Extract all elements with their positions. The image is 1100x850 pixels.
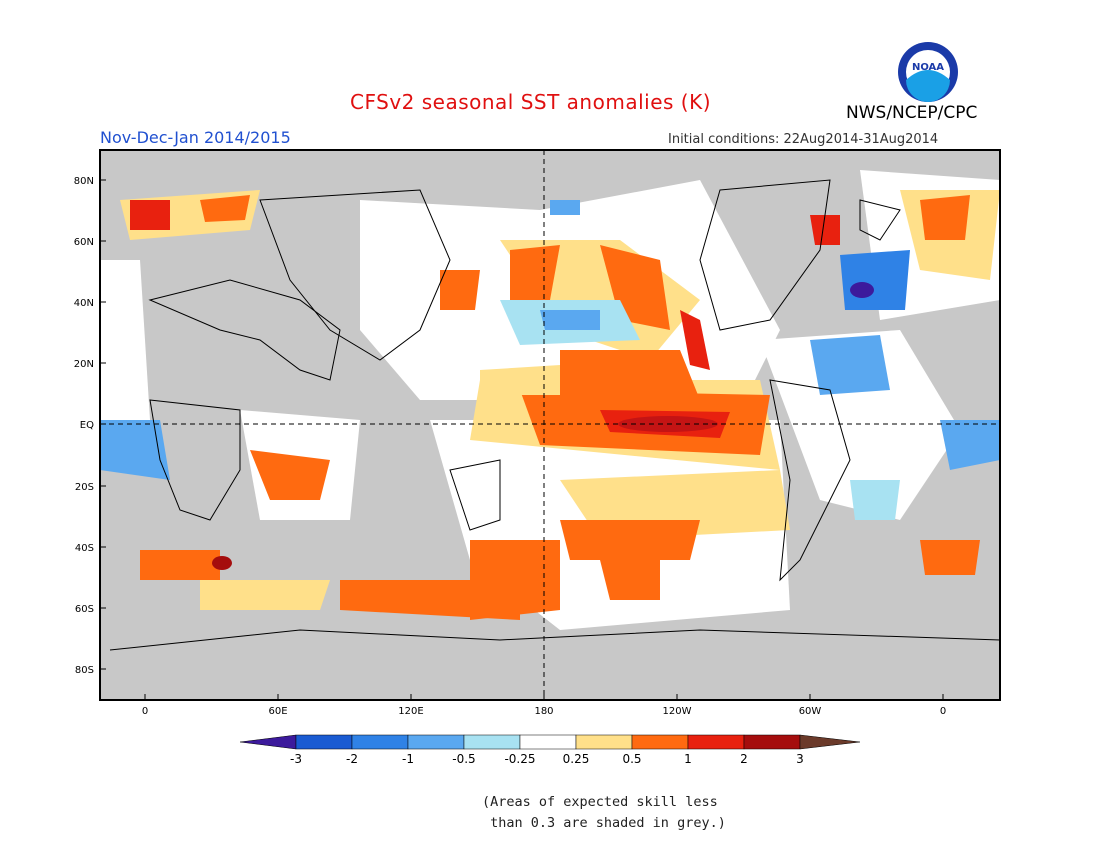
chart-title: CFSv2 seasonal SST anomalies (K) [350, 90, 711, 114]
lat-label: 40N [74, 298, 94, 309]
legend-swatch [687, 734, 745, 750]
legend-tick-label: -2 [346, 752, 358, 766]
lon-label: 120W [663, 706, 692, 717]
legend-swatch [463, 734, 521, 750]
lat-label: EQ [80, 420, 94, 431]
legend-swatch [575, 734, 633, 750]
legend-swatch [743, 734, 801, 750]
legend-swatch [407, 734, 465, 750]
lon-label: 0 [142, 706, 148, 717]
lon-label: 60E [268, 706, 287, 717]
legend-swatch [295, 734, 353, 750]
legend-tick-label: -0.25 [504, 752, 535, 766]
lat-label: 80N [74, 176, 94, 187]
legend-tick-label: 2 [740, 752, 748, 766]
lon-label: 0 [940, 706, 946, 717]
legend-tick-label: 3 [796, 752, 804, 766]
legend-swatch [519, 734, 577, 750]
lat-label: 20S [75, 482, 94, 493]
season-label: Nov-Dec-Jan 2014/2015 [100, 128, 291, 147]
lat-label: 80S [75, 665, 94, 676]
lat-label: 60S [75, 604, 94, 615]
legend-tick-label: -3 [290, 752, 302, 766]
logo-text: NOAA [912, 62, 944, 73]
lon-label: 120E [398, 706, 423, 717]
legend-tick-label: -0.5 [452, 752, 475, 766]
legend-tick-label: -1 [402, 752, 414, 766]
legend-swatch [239, 734, 297, 750]
lat-label: 40S [75, 543, 94, 554]
noaa-logo: NOAA [896, 40, 960, 108]
legend-swatch [351, 734, 409, 750]
legend-swatch [631, 734, 689, 750]
lat-label: 60N [74, 237, 94, 248]
lat-label: 20N [74, 359, 94, 370]
legend-tick-label: 0.5 [622, 752, 641, 766]
map-frame [99, 149, 1001, 701]
longitude-labels: 0 60E 120E 180 120W 60W 0 [142, 694, 946, 717]
legend-tick-label: 0.25 [563, 752, 590, 766]
legend-swatch [799, 734, 861, 750]
skill-note: (Areas of expected skill less than 0.3 a… [482, 792, 726, 834]
agency-label: NWS/NCEP/CPC [846, 103, 978, 123]
skill-note-line1: (Areas of expected skill less [482, 794, 718, 810]
lon-label: 60W [799, 706, 822, 717]
cold-anomalies [100, 200, 1000, 520]
lon-label: 180 [534, 706, 553, 717]
color-legend: -3 -2 -1 -0.5 -0.25 0.25 0.5 1 2 3 [239, 734, 861, 766]
skill-note-line2: than 0.3 are shaded in grey.) [482, 815, 726, 831]
latitude-labels: 80N 60N 40N 20N EQ 20S 40S 60S 80S [74, 176, 106, 676]
continent-outlines [109, 179, 1001, 651]
legend-tick-label: 1 [684, 752, 692, 766]
initial-conditions-label: Initial conditions: 22Aug2014-31Aug2014 [668, 132, 939, 147]
